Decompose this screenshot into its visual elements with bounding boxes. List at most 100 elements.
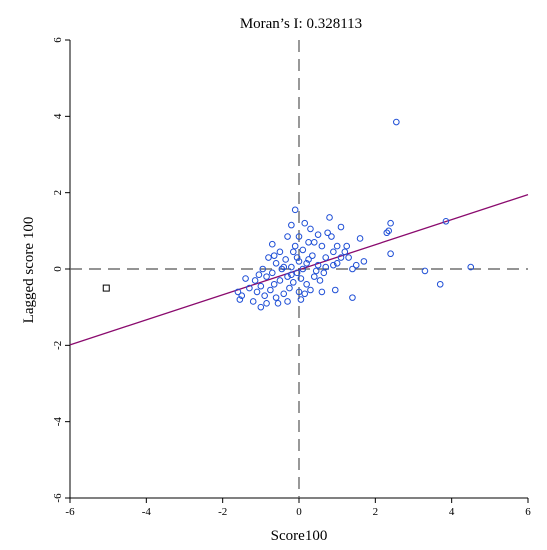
data-point <box>293 269 301 277</box>
data-point <box>341 248 349 256</box>
x-tick-label: 0 <box>296 506 302 518</box>
data-point <box>349 294 356 301</box>
data-point <box>320 269 328 277</box>
data-point <box>310 238 318 246</box>
data-point <box>291 206 299 214</box>
data-point <box>246 284 253 292</box>
data-point <box>328 233 335 240</box>
axes: -6 -4 -2 0 2 4 6 -6 -4 -2 0 2 4 6 <box>52 37 531 518</box>
data-point <box>276 248 284 256</box>
data-point <box>270 252 278 259</box>
data-point <box>268 240 276 248</box>
data-point <box>387 219 394 227</box>
data-point <box>343 242 351 250</box>
data-point <box>330 248 337 256</box>
data-point <box>274 300 282 307</box>
data-point <box>301 290 309 298</box>
data-point <box>286 284 293 292</box>
y-tick-label: -6 <box>52 493 64 503</box>
data-point <box>301 219 309 227</box>
x-tick-label: -4 <box>142 506 152 518</box>
data-point <box>299 265 307 273</box>
data-point <box>303 259 310 267</box>
data-point <box>303 280 310 288</box>
data-point <box>257 282 265 290</box>
data-point <box>272 294 280 301</box>
data-point <box>421 267 429 275</box>
data-point <box>442 217 450 225</box>
x-axis-title: Score100 <box>271 528 328 544</box>
data-point <box>282 256 289 263</box>
data-point <box>295 288 303 296</box>
data-point <box>289 248 297 256</box>
x-tick-label: 2 <box>373 506 379 518</box>
data-point <box>234 288 242 296</box>
data-point <box>278 265 286 273</box>
data-point <box>337 223 345 231</box>
data-point <box>299 246 307 254</box>
data-point <box>251 277 259 284</box>
data-point <box>263 273 270 280</box>
y-tick-label: -4 <box>52 417 64 427</box>
data-point <box>387 250 394 258</box>
data-point <box>307 286 314 294</box>
data-point <box>259 265 267 273</box>
chart-title: Moran’s I: 0.328113 <box>240 16 362 32</box>
data-point <box>288 221 295 229</box>
highlighted-point <box>102 284 110 292</box>
data-point <box>349 265 356 273</box>
y-axis-title: Lagged score 100 <box>21 217 37 324</box>
data-point <box>257 303 265 311</box>
data-point <box>255 271 263 279</box>
data-point <box>326 214 333 221</box>
data-points <box>102 118 475 311</box>
y-tick-label: -2 <box>52 341 64 350</box>
x-tick-label: -2 <box>218 506 227 518</box>
y-tick-label: 6 <box>52 37 64 43</box>
data-point <box>337 254 345 261</box>
data-point <box>284 233 291 240</box>
data-point <box>331 286 339 294</box>
data-point <box>288 263 295 271</box>
data-point <box>314 231 322 238</box>
data-point <box>305 238 312 246</box>
data-point <box>333 259 341 267</box>
data-point <box>265 254 272 261</box>
data-point <box>467 263 475 271</box>
data-point <box>272 259 280 267</box>
data-point <box>436 280 444 288</box>
data-point <box>267 286 274 294</box>
regression-line <box>69 194 529 346</box>
reference-lines <box>70 40 528 498</box>
y-tick-label: 2 <box>52 190 64 196</box>
data-point <box>316 277 324 284</box>
data-point <box>322 263 330 271</box>
plot-area: -6 -4 -2 0 2 4 6 -6 -4 -2 0 2 4 6 <box>52 37 531 518</box>
data-point <box>295 233 303 240</box>
data-point <box>333 242 341 250</box>
data-point <box>324 229 331 237</box>
x-tick-label: 4 <box>449 506 455 518</box>
data-point <box>307 225 314 233</box>
data-point <box>312 267 320 275</box>
data-point <box>280 263 288 271</box>
data-point <box>297 275 305 282</box>
data-point <box>310 273 318 280</box>
data-point <box>284 298 291 305</box>
x-tick-label: -6 <box>65 506 75 518</box>
data-point <box>268 269 276 277</box>
y-tick-label: 4 <box>52 113 64 119</box>
data-point <box>276 277 284 284</box>
data-point <box>288 271 295 279</box>
data-point <box>356 235 364 242</box>
data-point <box>393 118 400 126</box>
y-tick-label: 0 <box>52 266 64 272</box>
data-point <box>280 290 288 298</box>
data-point <box>383 229 391 237</box>
data-point <box>291 242 299 250</box>
data-point <box>263 300 270 307</box>
data-point <box>295 258 303 265</box>
data-point <box>242 275 249 282</box>
data-point <box>330 261 337 269</box>
